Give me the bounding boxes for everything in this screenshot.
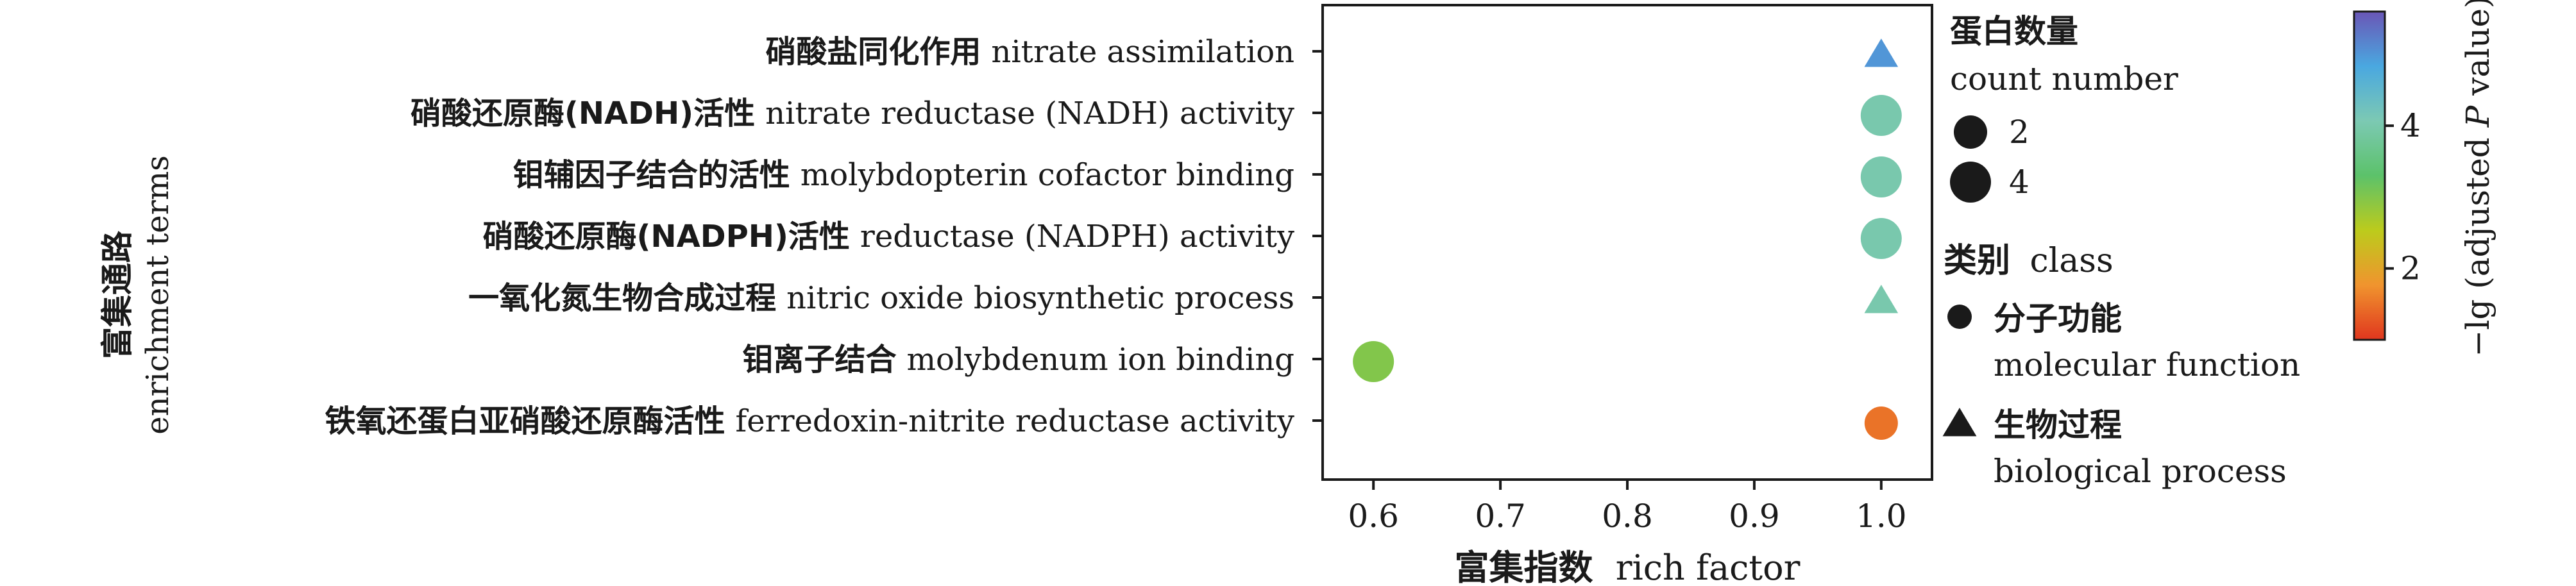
- count-legend-marker: [1954, 115, 1987, 149]
- x-tick-label: 0.7: [1475, 498, 1526, 535]
- x-tick-label: 0.9: [1729, 498, 1780, 535]
- class-legend: 类别 class 分子功能 molecular function 生物过程 biolo…: [1942, 242, 2300, 490]
- class-legend-label-en: molecular function: [1994, 346, 2300, 383]
- colorbar: [2353, 10, 2386, 341]
- data-point-circle: [1353, 341, 1394, 382]
- y-tick-label: 钼离子结合 molybdenum ion binding: [743, 342, 1295, 378]
- class-legend-label-cn: 生物过程: [1994, 406, 2122, 444]
- data-point-circle: [1864, 406, 1898, 440]
- y-tick-label: 一氧化氮生物合成过程 nitric oxide biosynthetic proc…: [468, 280, 1294, 316]
- y-tick-label: 铁氧还蛋白亚硝酸还原酶活性 ferredoxin-nitrite reductas…: [325, 403, 1294, 439]
- class-legend-title: 类别 class: [1944, 242, 2114, 280]
- plot-area-frame: [1321, 4, 1933, 481]
- x-axis-title: 富集指数 rich factor: [1455, 548, 1801, 586]
- y-axis-title-cn: 富集通路: [98, 230, 136, 359]
- colorbar-tick-label: 2: [2400, 250, 2421, 287]
- count-legend-title-cn: 蛋白数量: [1950, 12, 2078, 50]
- data-point-circle: [1860, 218, 1902, 259]
- y-tick-label: 硝酸盐同化作用 nitrate assimilation: [765, 34, 1294, 70]
- x-tick-label: 0.8: [1602, 498, 1653, 535]
- data-point-triangle: [1864, 38, 1899, 67]
- data-point-triangle: [1864, 285, 1899, 314]
- y-tick-label: 硝酸还原酶(NADH)活性 nitrate reductase (NADH) ac…: [411, 96, 1294, 131]
- class-legend-circle: [1947, 305, 1972, 329]
- data-point-circle: [1860, 156, 1902, 197]
- x-tick-label: 0.6: [1348, 498, 1399, 535]
- x-tick-label: 1.0: [1856, 498, 1907, 535]
- y-tick-label: 硝酸还原酶(NADPH)活性 reductase (NADPH) activity: [482, 219, 1294, 255]
- y-tick-label: 钼辅因子结合的活性 molybdopterin cofactor binding: [513, 157, 1294, 193]
- data-point-circle: [1860, 95, 1902, 136]
- class-legend-triangle: [1942, 408, 1977, 437]
- colorbar-title: −lg (adjusted P value): [2459, 0, 2496, 356]
- colorbar-tick-label: 4: [2400, 107, 2421, 144]
- class-legend-label-cn: 分子功能: [1994, 299, 2122, 337]
- class-legend-label-en: biological process: [1994, 453, 2287, 490]
- count-legend: 蛋白数量 count number 2 4: [1950, 12, 2178, 203]
- count-legend-marker: [1950, 162, 1991, 203]
- count-legend-label: 2: [2009, 113, 2029, 151]
- y-axis-title-en: enrichment terms: [140, 155, 176, 435]
- count-legend-title-en: count number: [1950, 60, 2178, 97]
- count-legend-label: 4: [2009, 163, 2029, 201]
